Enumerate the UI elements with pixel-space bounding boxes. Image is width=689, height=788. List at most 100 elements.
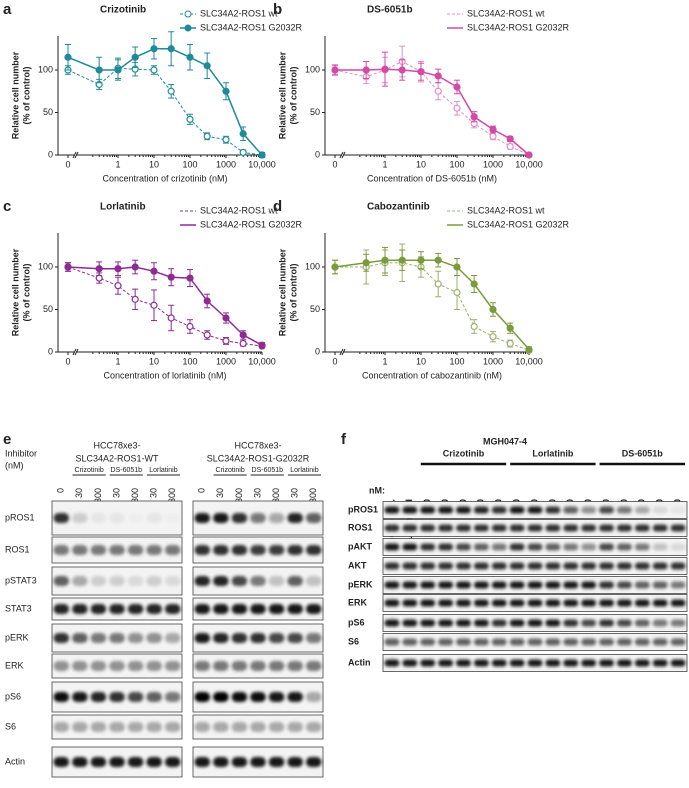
band <box>53 757 70 767</box>
x-axis-label: Concentration of crizotinib (nM) <box>102 173 227 183</box>
row-label: ERK <box>5 660 24 670</box>
data-point <box>203 297 211 305</box>
inhibitor-label: Inhibitor <box>5 448 37 458</box>
axis-break <box>74 151 79 159</box>
band <box>670 543 686 551</box>
band <box>456 506 471 514</box>
band <box>599 619 614 627</box>
band <box>128 513 144 523</box>
band <box>72 661 88 671</box>
band <box>109 633 125 643</box>
panel-letter: a <box>3 1 12 18</box>
series-line <box>335 68 530 156</box>
blot-title: MGH047-4 <box>483 436 527 446</box>
band <box>509 581 525 589</box>
axis-break <box>72 151 77 159</box>
band <box>456 619 471 627</box>
band <box>146 722 162 732</box>
band <box>402 562 418 570</box>
series-line <box>67 67 263 156</box>
band <box>563 599 579 607</box>
group-label: Crizotinib <box>443 448 485 458</box>
band <box>545 659 561 667</box>
data-point <box>453 83 461 91</box>
band <box>164 633 181 643</box>
band <box>581 659 597 667</box>
band <box>491 599 507 607</box>
y-axis-label: (% of control) <box>21 264 31 322</box>
band <box>420 562 436 570</box>
band <box>652 562 668 570</box>
band <box>90 604 107 614</box>
data-point <box>222 136 230 144</box>
band <box>305 692 322 702</box>
band <box>545 562 561 570</box>
band <box>72 722 88 732</box>
row-label: pS6 <box>5 691 21 701</box>
data-point <box>453 263 461 271</box>
band <box>438 524 454 532</box>
band <box>527 659 543 667</box>
legend-label: SLC34A2-ROS1 G2032R <box>200 219 303 229</box>
band <box>509 599 525 607</box>
band <box>420 506 436 514</box>
band <box>581 543 597 551</box>
band <box>90 722 107 732</box>
band <box>652 659 668 667</box>
band <box>146 545 162 555</box>
band <box>527 562 543 570</box>
band <box>420 638 436 646</box>
band <box>509 506 525 514</box>
dose-label: 30 <box>74 488 84 498</box>
y-axis-label: Relative cell number <box>10 248 20 336</box>
band <box>213 513 229 523</box>
band <box>438 619 454 627</box>
band <box>127 604 144 614</box>
series-line <box>67 48 263 156</box>
data-point <box>506 324 514 332</box>
band <box>527 599 543 607</box>
band <box>384 659 400 667</box>
band <box>616 506 632 514</box>
dose-label: 30 <box>111 488 121 498</box>
band <box>491 543 507 551</box>
y-tick-label: 100 <box>38 261 53 271</box>
band <box>146 604 162 614</box>
band <box>213 576 229 586</box>
band <box>634 524 650 532</box>
band <box>72 513 88 523</box>
band <box>127 692 144 702</box>
band <box>402 659 418 667</box>
band <box>213 545 229 555</box>
chart-title: Cabozantinib <box>367 202 430 213</box>
band <box>268 513 285 523</box>
data-point <box>331 263 339 271</box>
drug-label: Crizotinib <box>75 467 104 474</box>
band <box>420 659 436 667</box>
band <box>146 576 162 586</box>
legend-label: SLC34A2-ROS1 wt <box>200 8 278 18</box>
data-point <box>186 53 194 61</box>
x-tick-label: 1000 <box>216 356 236 366</box>
band <box>287 661 303 671</box>
band <box>456 524 471 532</box>
data-point <box>417 256 425 264</box>
band <box>402 638 418 646</box>
band <box>305 757 322 767</box>
band <box>250 576 266 586</box>
band <box>402 599 418 607</box>
dose-label: 30 <box>215 488 225 498</box>
band <box>305 722 322 732</box>
data-point <box>362 259 370 267</box>
band <box>384 543 400 551</box>
data-point <box>114 282 122 290</box>
band <box>599 562 614 570</box>
band <box>90 661 107 671</box>
data-point <box>489 132 497 140</box>
band <box>456 543 471 551</box>
band <box>634 599 650 607</box>
data-point <box>150 267 158 275</box>
band <box>563 524 579 532</box>
band <box>545 543 561 551</box>
